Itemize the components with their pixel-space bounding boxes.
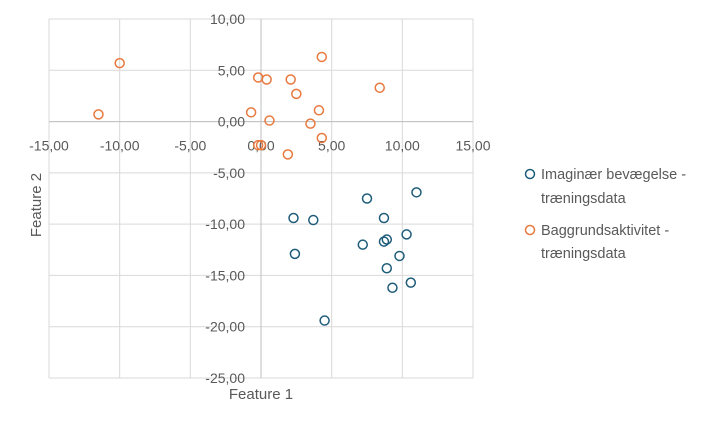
x-tick-label: -10,00: [100, 138, 140, 154]
y-tick-label: -15,00: [205, 267, 245, 283]
point-imaginaer-bevaegelse: [405, 277, 417, 288]
x-tick-label: -5,00: [174, 138, 206, 154]
point-baggrundsaktivitet: [93, 109, 104, 120]
y-tick-label: -10,00: [205, 216, 245, 232]
x-tick-label: 5,00: [318, 138, 345, 154]
legend-marker-baggrundsaktivitet: [524, 224, 536, 236]
tick-labels: -15,00 -10,00 -5,00 0,00 5,00 10,00 15,0010,00…: [29, 11, 491, 386]
point-imaginaer-bevaegelse: [378, 212, 390, 224]
point-imaginaer-bevaegelse: [361, 193, 373, 204]
legend-label-imaginaer-bevaegelse-line1: Imaginær bevægelse -: [541, 167, 686, 183]
point-baggrundsaktivitet: [114, 57, 125, 69]
x-tick-label: 10,00: [385, 138, 420, 154]
point-baggrundsaktivitet: [261, 74, 272, 85]
point-imaginaer-bevaegelse: [308, 214, 319, 226]
axes: [49, 19, 473, 378]
point-imaginaer-bevaegelse: [394, 250, 405, 262]
y-tick-label: -25,00: [205, 370, 245, 386]
point-imaginaer-bevaegelse: [401, 229, 412, 240]
point-baggrundsaktivitet: [285, 74, 296, 85]
x-axis-title: Feature 1: [229, 386, 293, 403]
y-tick-label: 5,00: [218, 62, 245, 78]
point-baggrundsaktivitet: [245, 107, 257, 118]
x-tick-label: 0,00: [247, 138, 274, 154]
legend-label-imaginaer-bevaegelse-line2: træningsdata: [541, 191, 627, 207]
point-baggrundsaktivitet: [291, 88, 302, 100]
legend-item-imaginaer-bevaegelse: Imaginær bevægelse - træningsdata: [524, 167, 686, 207]
point-imaginaer-bevaegelse: [381, 262, 393, 274]
point-imaginaer-bevaegelse: [381, 234, 393, 245]
point-imaginaer-bevaegelse: [411, 187, 422, 198]
point-imaginaer-bevaegelse: [378, 236, 390, 247]
point-baggrundsaktivitet: [264, 115, 275, 126]
point-baggrundsaktivitet: [316, 132, 328, 144]
legend: Imaginær bevægelse - træningsdata Baggru…: [524, 167, 686, 262]
point-baggrundsaktivitet: [252, 139, 264, 151]
point-baggrundsaktivitet: [282, 149, 294, 160]
point-imaginaer-bevaegelse: [387, 282, 398, 293]
point-baggrundsaktivitet: [374, 82, 385, 93]
point-imaginaer-bevaegelse: [319, 315, 330, 326]
x-tick-label: 15,00: [455, 138, 490, 154]
data-points: [93, 51, 422, 326]
legend-marker-imaginaer-bevaegelse: [524, 168, 536, 180]
point-imaginaer-bevaegelse: [288, 212, 299, 224]
y-tick-label: -5,00: [213, 165, 245, 181]
y-tick-label: -20,00: [205, 319, 245, 335]
x-tick-label: -15,00: [29, 138, 69, 154]
y-tick-label: 10,00: [210, 11, 245, 27]
point-baggrundsaktivitet: [305, 118, 316, 129]
point-baggrundsaktivitet: [313, 105, 325, 116]
legend-item-baggrundsaktivitet: Baggrundsaktivitet - træningsdata: [524, 223, 669, 262]
point-baggrundsaktivitet: [316, 51, 328, 63]
y-axis-title: Feature 2: [28, 173, 45, 237]
y-tick-label: 0,00: [218, 114, 245, 130]
point-imaginaer-bevaegelse: [289, 248, 301, 260]
legend-label-baggrundsaktivitet-line1: Baggrundsaktivitet -: [541, 223, 669, 239]
point-imaginaer-bevaegelse: [357, 239, 369, 250]
legend-label-baggrundsaktivitet-line2: træningsdata: [541, 246, 627, 262]
point-baggrundsaktivitet: [255, 139, 267, 151]
